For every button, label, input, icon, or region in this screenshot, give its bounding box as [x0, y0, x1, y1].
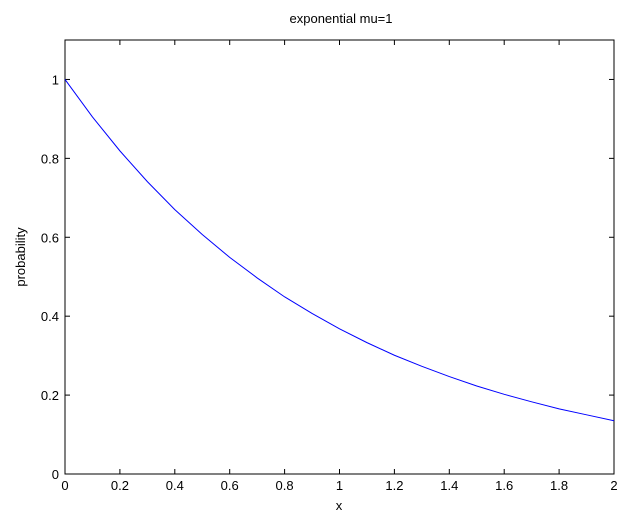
y-tick-labels: 0 0.2 0.4 0.6 0.8 1	[41, 72, 59, 482]
x-tick-label: 1	[336, 478, 343, 493]
x-tick-label: 0.6	[221, 478, 239, 493]
x-tick-label: 1.2	[385, 478, 403, 493]
x-tick-labels: 0 0.2 0.4 0.6 0.8 1 1.2 1.4 1.6 1.8 2	[61, 478, 617, 493]
y-tick-label: 0.6	[41, 230, 59, 245]
x-tick-label: 1.4	[440, 478, 458, 493]
y-tick-label: 0.2	[41, 388, 59, 403]
y-tick-label: 0.4	[41, 309, 59, 324]
x-tick-label: 0.4	[166, 478, 184, 493]
y-tick-label: 1	[52, 72, 59, 87]
x-axis-label: x	[336, 498, 343, 513]
x-tick-label: 2	[610, 478, 617, 493]
x-tick-label: 0	[61, 478, 68, 493]
y-axis-label: probability	[13, 227, 28, 287]
y-tick-label: 0.8	[41, 151, 59, 166]
axis-ticks	[64, 40, 615, 475]
x-tick-label: 0.8	[276, 478, 294, 493]
y-tick-label: 0	[52, 467, 59, 482]
series-line	[64, 79, 615, 422]
x-tick-label: 0.2	[111, 478, 129, 493]
x-tick-label: 1.6	[495, 478, 513, 493]
chart-title: exponential mu=1	[290, 11, 393, 26]
x-tick-label: 1.8	[550, 478, 568, 493]
plot-area	[64, 39, 615, 475]
